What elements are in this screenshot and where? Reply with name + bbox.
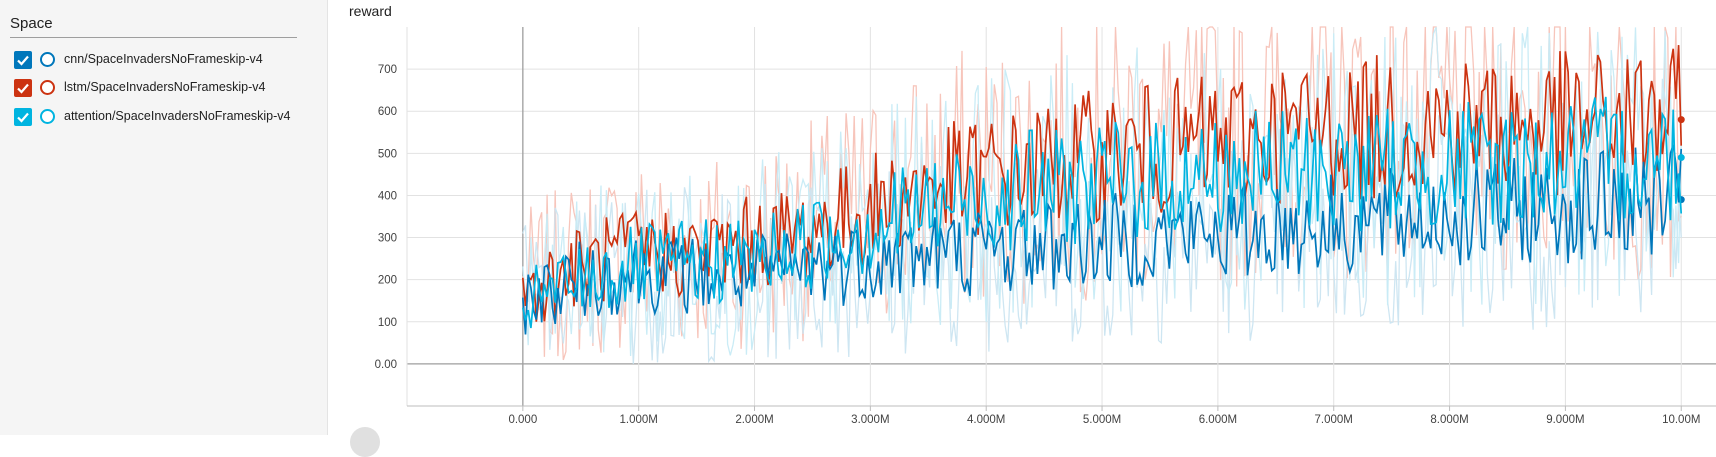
run-radio-cnn[interactable] [40, 52, 55, 67]
sidebar-title: Space [10, 15, 53, 32]
x-tick-label: 10.00M [1662, 414, 1700, 426]
run-item-attention[interactable]: attention/SpaceInvadersNoFrameskip-v4 [14, 108, 294, 126]
run-radio-attention[interactable] [40, 109, 55, 124]
x-tick-label: 0.000 [508, 414, 537, 426]
y-tick-label: 700 [378, 64, 397, 76]
checkmark-icon [17, 83, 29, 94]
x-tick-label: 3.000M [851, 414, 889, 426]
x-tick-label: 1.000M [620, 414, 658, 426]
y-tick-label: 500 [378, 148, 397, 160]
run-label-attention[interactable]: attention/SpaceInvadersNoFrameskip-v4 [64, 109, 291, 123]
chart-expand-button[interactable] [350, 427, 380, 457]
y-tick-label: 400 [378, 190, 397, 202]
y-tick-label: 0.00 [375, 359, 397, 371]
runs-sidebar: Space cnn/SpaceInvadersNoFrameskip-v4 ls… [0, 0, 328, 435]
y-tick-label: 100 [378, 317, 397, 329]
cnn-raw-line [522, 78, 1682, 364]
attention-smoothed-line [521, 96, 1683, 329]
y-tick-label: 300 [378, 233, 397, 245]
y-tick-label: 600 [378, 106, 397, 118]
run-label-cnn[interactable]: cnn/SpaceInvadersNoFrameskip-v4 [64, 52, 263, 66]
run-radio-lstm[interactable] [40, 80, 55, 95]
run-item-cnn[interactable]: cnn/SpaceInvadersNoFrameskip-v4 [14, 51, 294, 69]
x-tick-label: 4.000M [967, 414, 1005, 426]
chart-title: reward [349, 3, 392, 19]
run-item-lstm[interactable]: lstm/SpaceInvadersNoFrameskip-v4 [14, 79, 294, 97]
x-tick-label: 2.000M [735, 414, 773, 426]
attention-end-point [1677, 154, 1685, 162]
cnn-smoothed-line [521, 144, 1683, 335]
lstm-end-point [1677, 116, 1685, 124]
x-tick-label: 8.000M [1430, 414, 1468, 426]
run-checkbox-lstm[interactable] [14, 79, 32, 97]
x-tick-label: 6.000M [1199, 414, 1237, 426]
run-checkbox-cnn[interactable] [14, 51, 32, 69]
x-tick-label: 5.000M [1083, 414, 1121, 426]
run-checkbox-attention[interactable] [14, 108, 32, 126]
y-tick-label: 200 [378, 275, 397, 287]
lstm-smoothed-line [521, 45, 1683, 322]
x-tick-label: 9.000M [1546, 414, 1584, 426]
checkmark-icon [17, 112, 29, 123]
sidebar-divider [10, 37, 297, 38]
reward-chart[interactable]: 0.00 100 200 300 400 500 600 700 0.000 1.000M 2.00… [0, 0, 1716, 435]
run-label-lstm[interactable]: lstm/SpaceInvadersNoFrameskip-v4 [64, 80, 266, 94]
x-tick-label: 7.000M [1315, 414, 1353, 426]
checkmark-icon [17, 55, 29, 66]
